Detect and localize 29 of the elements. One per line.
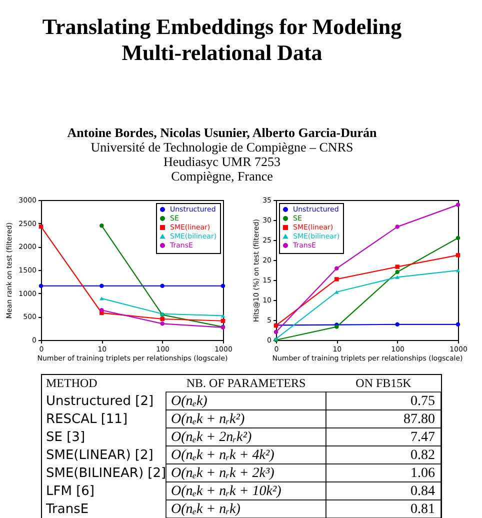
- text: O(nₑk + nᵣk + 10k²): [171, 484, 282, 499]
- text: O(nₑk + nᵣk²): [171, 412, 245, 427]
- y-tick-label: RESCAL [11]: [46, 412, 128, 427]
- text: O(nₑk + nᵣk + 2k³): [171, 466, 274, 481]
- text: Antoine Bordes, Nicolas Usunier, Alberto Garcia-Durán: [67, 125, 378, 140]
- text: 0.84: [410, 484, 435, 499]
- text: 1.06: [410, 466, 435, 481]
- text: 0.75: [410, 394, 435, 409]
- x-tick-label: ON FB15K: [356, 376, 412, 390]
- text: Université de Technologie de Compiègne – CNRS: [90, 140, 354, 154]
- text: 87.80: [404, 412, 435, 427]
- y-tick-label: TransE: [45, 502, 89, 517]
- text: Compiègne, France: [171, 168, 274, 184]
- text: O(nₑk): [171, 394, 208, 409]
- text: O(nₑk + nᵣk): [171, 502, 240, 517]
- text: Heudiasyc UMR 7253: [164, 154, 280, 169]
- text: O(nₑk + 2nᵣk²): [171, 430, 252, 445]
- text: O(nₑk + nᵣk + 4k²): [171, 448, 274, 463]
- text: Translating Embeddings for Modeling Multi-relational Data: [42, 14, 402, 65]
- y-tick-label: SME(BILINEAR) [2]: [46, 466, 166, 481]
- y-axis-title: METHOD: [46, 376, 98, 390]
- y-tick-label: SME(LINEAR) [2]: [46, 448, 154, 463]
- text: 0.82: [410, 448, 435, 463]
- y-tick-label: SE [3]: [46, 430, 86, 445]
- y-tick-label: LFM [6]: [46, 484, 94, 499]
- text: 0.81: [410, 502, 435, 517]
- x-tick-label: NB. OF PARAMETERS: [186, 376, 306, 390]
- text: 7.47: [410, 430, 435, 445]
- y-tick-label: Unstructured [2]: [46, 394, 154, 409]
